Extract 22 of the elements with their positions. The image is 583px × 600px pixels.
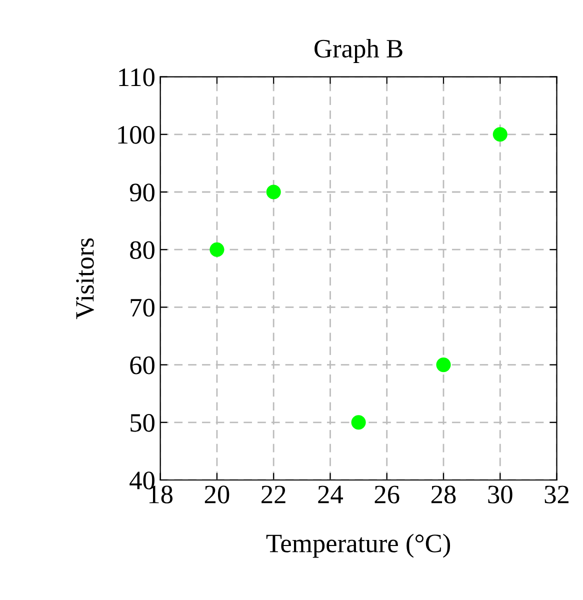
point (210, 242, 224, 257)
x-tick-label: 20 (204, 486, 230, 504)
y-tick-label: 100 (118, 126, 154, 144)
point (351, 415, 366, 430)
point (492, 127, 508, 142)
chart-title: Graph B (314, 39, 402, 63)
x-tick-label: 24 (318, 486, 344, 504)
x-axis-title: Temperature (°C) (266, 534, 450, 558)
point (436, 358, 451, 372)
y-tick-label: 50 (130, 414, 154, 432)
point (266, 184, 281, 200)
y-tick-label: 60 (130, 356, 154, 374)
x-tick-label: 26 (374, 486, 400, 504)
x-tick-label: 30 (488, 486, 512, 504)
y-tick-label: 70 (130, 298, 154, 317)
x-tick-label: 28 (431, 486, 456, 504)
x-tick-label: 22 (262, 486, 286, 504)
y-tick-label: 90 (130, 184, 154, 202)
y-axis-title: Visitors (76, 238, 94, 320)
x-tick-label: 32 (544, 486, 569, 504)
y-tick-label: 80 (130, 241, 154, 260)
y-tick-label: 110 (119, 68, 154, 86)
